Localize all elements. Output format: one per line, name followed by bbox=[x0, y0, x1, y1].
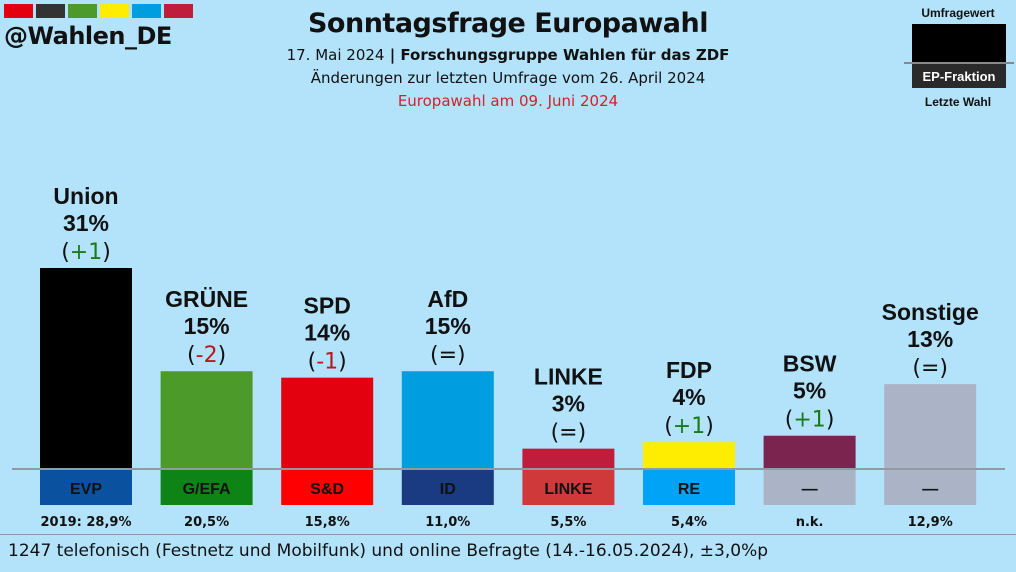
ep-group-label: ID bbox=[440, 481, 456, 498]
ep-group-label: — bbox=[922, 481, 938, 498]
party-name: Union bbox=[53, 183, 118, 209]
account-handle: @Wahlen_DE bbox=[4, 22, 172, 50]
legend-poll-label: Umfragewert bbox=[921, 6, 995, 20]
ep-group-label: — bbox=[802, 481, 818, 498]
party-name: LINKE bbox=[534, 364, 603, 390]
party-value: 4% bbox=[672, 384, 705, 410]
legend-baseline bbox=[904, 62, 1014, 64]
ep-group-box bbox=[40, 470, 132, 505]
last-election-value: 5,5% bbox=[550, 515, 586, 530]
last-election-value: n.k. bbox=[796, 515, 824, 530]
party-change: (=) bbox=[912, 356, 948, 381]
footer-divider bbox=[0, 534, 1016, 535]
party-change: (=) bbox=[430, 343, 466, 368]
bar-bsw bbox=[763, 435, 856, 468]
last-election-value: 11,0% bbox=[425, 515, 470, 530]
last-election-value: 20,5% bbox=[184, 515, 229, 530]
ep-group-label: G/EFA bbox=[183, 481, 231, 498]
logo-swatch bbox=[132, 4, 161, 18]
ep-group-label: S&D bbox=[310, 481, 344, 498]
party-change: (+1) bbox=[61, 240, 111, 265]
party-name: BSW bbox=[783, 351, 837, 377]
bar-linke bbox=[522, 448, 615, 468]
poll-date: 17. Mai 2024 bbox=[286, 46, 385, 64]
bar-union bbox=[40, 268, 132, 468]
party-name: AfD bbox=[427, 286, 468, 312]
separator: | bbox=[384, 46, 401, 64]
party-value: 15% bbox=[425, 313, 471, 339]
ep-group-box bbox=[643, 470, 735, 505]
institute: Forschungsgruppe Wahlen für das ZDF bbox=[400, 46, 730, 64]
logo-swatch bbox=[100, 4, 129, 18]
ep-group-label: LINKE bbox=[544, 481, 592, 498]
last-election-value: 12,9% bbox=[908, 515, 953, 530]
legend-group-label: EP-Fraktion bbox=[912, 64, 1006, 88]
party-value: 13% bbox=[907, 326, 953, 352]
election-date-note: Europawahl am 09. Juni 2024 bbox=[397, 92, 619, 110]
last-election-value: 5,4% bbox=[671, 515, 707, 530]
party-value: 5% bbox=[793, 378, 826, 404]
party-value: 14% bbox=[304, 320, 350, 346]
party-change: (+1) bbox=[785, 408, 835, 433]
party-name: SPD bbox=[304, 293, 351, 319]
ep-group-label: EVP bbox=[70, 481, 102, 498]
last-election-value: 15,8% bbox=[305, 515, 350, 530]
logo-swatch bbox=[4, 4, 33, 18]
ep-group-box bbox=[884, 470, 977, 505]
bar-afd bbox=[401, 371, 494, 468]
logo-swatch bbox=[36, 4, 65, 18]
chart-title: Sonntagsfrage Europawahl bbox=[307, 8, 709, 39]
party-value: 3% bbox=[552, 391, 585, 417]
change-note: Änderungen zur letzten Umfrage vom 26. A… bbox=[310, 69, 706, 87]
party-change: (-1) bbox=[308, 350, 347, 375]
ep-group-box bbox=[401, 470, 494, 505]
logo-color-strip bbox=[4, 4, 193, 18]
ep-group-box bbox=[281, 470, 374, 505]
last-election-value: 2019: 28,9% bbox=[40, 515, 131, 530]
ep-group-label: RE bbox=[678, 481, 701, 498]
party-name: Sonstige bbox=[882, 299, 979, 325]
bar-sonstige bbox=[884, 384, 977, 468]
bar-grüne bbox=[160, 371, 253, 468]
party-value: 31% bbox=[63, 210, 109, 236]
party-name: FDP bbox=[666, 357, 712, 383]
bar-fdp bbox=[643, 442, 735, 468]
legend-poll-swatch bbox=[912, 24, 1006, 62]
party-change: (+1) bbox=[664, 414, 714, 439]
party-value: 15% bbox=[184, 313, 230, 339]
subtitle-source: 17. Mai 2024 | Forschungsgruppe Wahlen f… bbox=[0, 46, 1016, 64]
methodology-note: 1247 telefonisch (Festnetz und Mobilfunk… bbox=[8, 541, 769, 561]
party-name: GRÜNE bbox=[165, 286, 248, 312]
logo-swatch bbox=[68, 4, 97, 18]
ep-group-box bbox=[160, 470, 253, 505]
legend-last-label: Letzte Wahl bbox=[924, 95, 992, 109]
logo-swatch bbox=[164, 4, 193, 18]
ep-group-box bbox=[522, 470, 615, 505]
party-change: (=) bbox=[551, 421, 587, 446]
bar-spd bbox=[281, 377, 374, 468]
party-change: (-2) bbox=[187, 343, 226, 368]
ep-group-box bbox=[763, 470, 856, 505]
